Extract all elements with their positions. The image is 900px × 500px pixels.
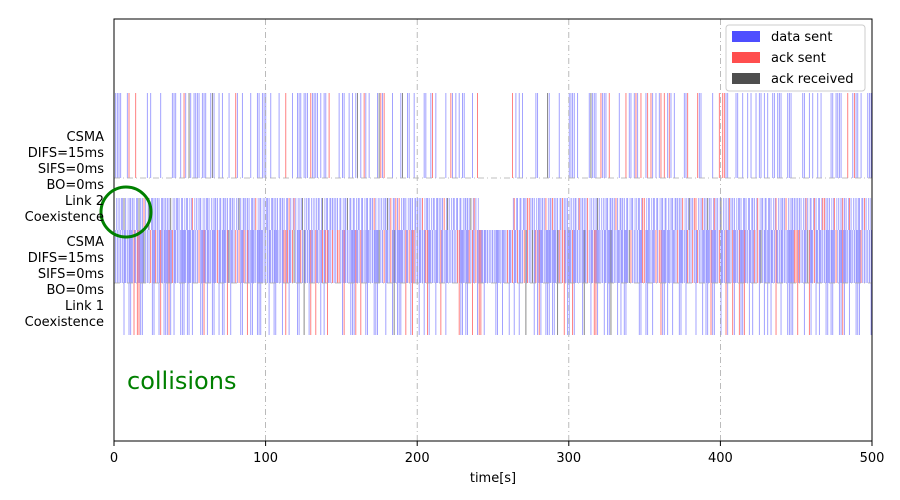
row-label-line: Link 1: [64, 299, 104, 314]
grid-lines: [114, 19, 872, 441]
x-tick-label: 200: [405, 451, 430, 466]
event-bars: [113, 93, 873, 335]
row-label-line: DIFS=15ms: [27, 251, 104, 266]
legend-box: [725, 24, 866, 92]
x-tick-label: 400: [708, 451, 733, 466]
row-label-link2: CSMA DIFS=15ms SIFS=0ms BO=0ms Link 2 Co…: [25, 130, 104, 226]
x-tick-label: 500: [860, 451, 885, 466]
row-label-line: CSMA: [66, 130, 104, 145]
row-label-link1: CSMA DIFS=15ms SIFS=0ms BO=0ms Link 1 Co…: [25, 235, 104, 331]
x-tick-label: 100: [253, 451, 278, 466]
legend-swatch: [732, 31, 760, 42]
legend-label: data sent: [771, 30, 833, 45]
legend: data sent ack sent ack received: [725, 24, 866, 92]
legend-swatch: [732, 52, 760, 63]
plot-frame: [113, 18, 873, 442]
row-label-line: SIFS=0ms: [37, 162, 104, 177]
row-label-line: DIFS=15ms: [27, 146, 104, 161]
legend-label: ack received: [771, 72, 854, 87]
legend-label: ack sent: [771, 51, 826, 66]
row-label-line: Link 2: [64, 194, 104, 209]
legend-swatch: [732, 73, 760, 84]
collisions-annotation: collisions: [127, 367, 236, 395]
x-tick-label: 0: [110, 451, 118, 466]
row-label-line: SIFS=0ms: [37, 267, 104, 282]
row-label-line: BO=0ms: [46, 283, 104, 298]
x-axis-label: time[s]: [470, 471, 516, 486]
x-tick-label: 300: [556, 451, 581, 466]
row-label-line: Coexistence: [24, 315, 104, 330]
row-label-line: Coexistence: [24, 210, 104, 225]
row-label-line: CSMA: [66, 235, 104, 250]
collision-marker: [99, 185, 153, 239]
row-label-line: BO=0ms: [46, 178, 104, 193]
x-axis: 0 100 200 300 400 500: [110, 441, 885, 466]
